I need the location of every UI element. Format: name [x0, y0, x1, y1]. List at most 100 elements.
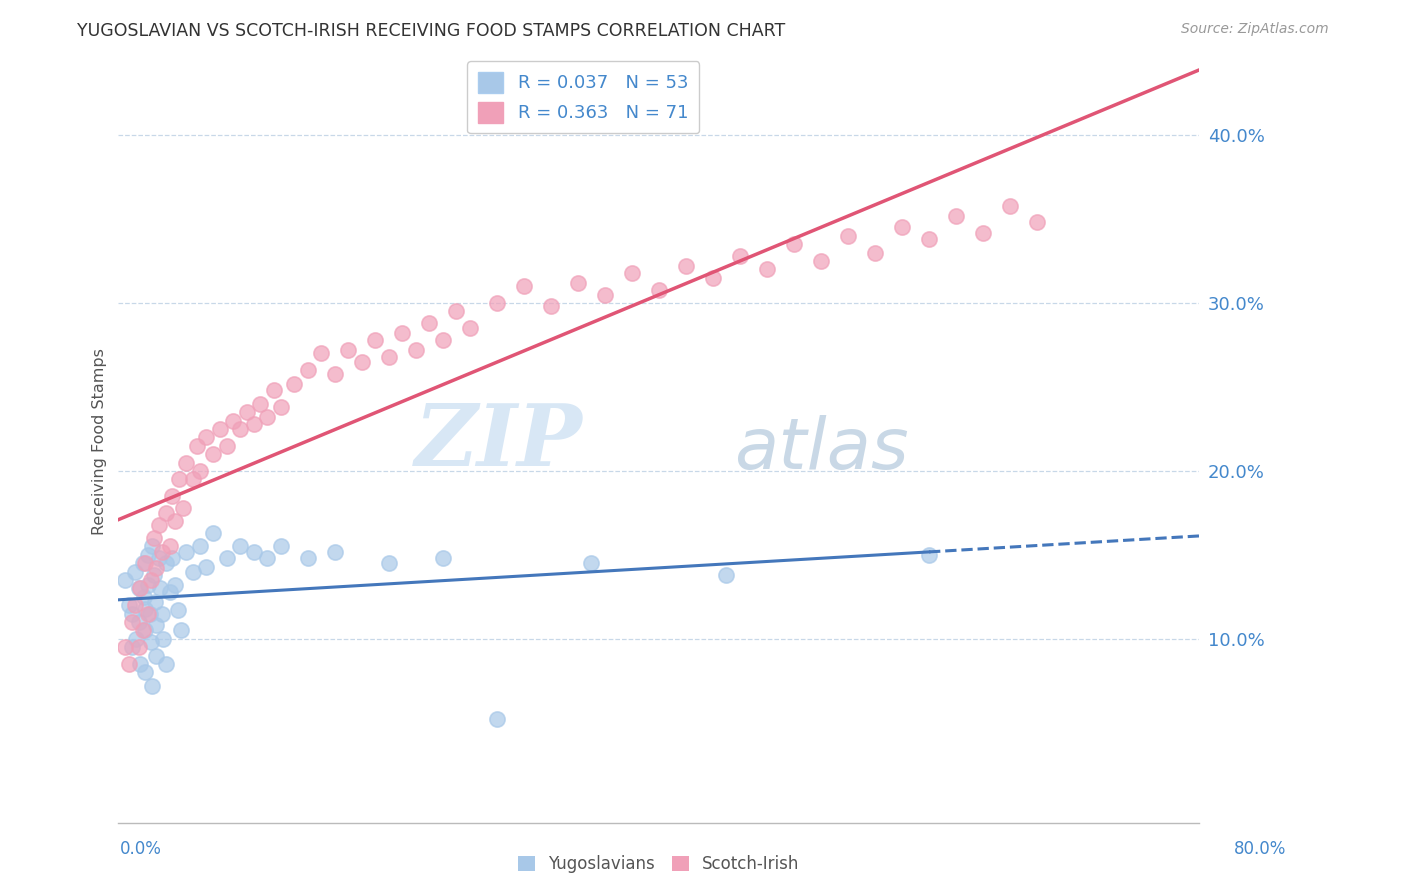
- Point: [513, 279, 536, 293]
- Point: [263, 384, 285, 398]
- Point: [152, 632, 174, 646]
- Point: [249, 397, 271, 411]
- Point: [121, 640, 143, 655]
- Point: [215, 439, 238, 453]
- Point: [128, 615, 150, 629]
- Point: [222, 413, 245, 427]
- Point: [215, 551, 238, 566]
- Point: [141, 540, 163, 554]
- Point: [432, 551, 454, 566]
- Point: [186, 439, 208, 453]
- Point: [145, 561, 167, 575]
- Point: [783, 237, 806, 252]
- Point: [620, 266, 643, 280]
- Point: [540, 299, 562, 313]
- Point: [391, 326, 413, 341]
- Point: [593, 287, 616, 301]
- Point: [172, 500, 194, 515]
- Point: [159, 540, 181, 554]
- Point: [891, 220, 914, 235]
- Point: [125, 632, 148, 646]
- Point: [174, 544, 197, 558]
- Point: [149, 582, 172, 596]
- Text: ZIP: ZIP: [415, 400, 583, 483]
- Point: [810, 254, 832, 268]
- Text: atlas: atlas: [734, 415, 910, 483]
- Point: [444, 304, 467, 318]
- Point: [309, 346, 332, 360]
- Point: [143, 595, 166, 609]
- Point: [458, 321, 481, 335]
- Point: [124, 599, 146, 613]
- Point: [169, 624, 191, 638]
- Point: [432, 333, 454, 347]
- Text: Source: ZipAtlas.com: Source: ZipAtlas.com: [1181, 22, 1329, 37]
- Point: [145, 618, 167, 632]
- Point: [129, 657, 152, 671]
- Point: [148, 517, 170, 532]
- Point: [181, 472, 204, 486]
- Point: [148, 551, 170, 566]
- Point: [1026, 215, 1049, 229]
- Point: [114, 640, 136, 655]
- Point: [155, 506, 177, 520]
- Point: [405, 343, 427, 357]
- Point: [138, 607, 160, 621]
- Point: [202, 447, 225, 461]
- Point: [165, 578, 187, 592]
- Point: [337, 343, 360, 357]
- Point: [134, 556, 156, 570]
- Point: [918, 548, 941, 562]
- Point: [229, 540, 252, 554]
- Y-axis label: Receiving Food Stamps: Receiving Food Stamps: [93, 348, 107, 535]
- Point: [728, 249, 751, 263]
- Point: [485, 296, 508, 310]
- Point: [283, 376, 305, 391]
- Point: [195, 430, 218, 444]
- Point: [124, 565, 146, 579]
- Point: [297, 551, 319, 566]
- Point: [208, 422, 231, 436]
- Point: [377, 556, 399, 570]
- Text: YUGOSLAVIAN VS SCOTCH-IRISH RECEIVING FOOD STAMPS CORRELATION CHART: YUGOSLAVIAN VS SCOTCH-IRISH RECEIVING FO…: [77, 22, 786, 40]
- Point: [128, 640, 150, 655]
- Point: [174, 456, 197, 470]
- Point: [145, 648, 167, 663]
- Point: [998, 199, 1021, 213]
- Point: [134, 601, 156, 615]
- Point: [129, 582, 152, 596]
- Point: [188, 464, 211, 478]
- Point: [132, 624, 155, 638]
- Point: [485, 712, 508, 726]
- Point: [150, 607, 173, 621]
- Point: [716, 568, 738, 582]
- Point: [142, 531, 165, 545]
- Legend: R = 0.037   N = 53, R = 0.363   N = 71: R = 0.037 N = 53, R = 0.363 N = 71: [467, 61, 699, 134]
- Point: [136, 607, 159, 621]
- Point: [150, 544, 173, 558]
- Text: 0.0%: 0.0%: [120, 840, 162, 858]
- Point: [114, 573, 136, 587]
- Point: [121, 615, 143, 629]
- Point: [136, 578, 159, 592]
- Point: [128, 582, 150, 596]
- Point: [242, 544, 264, 558]
- Point: [142, 568, 165, 582]
- Point: [167, 472, 190, 486]
- Point: [675, 259, 697, 273]
- Point: [229, 422, 252, 436]
- Point: [139, 573, 162, 587]
- Point: [648, 283, 671, 297]
- Point: [297, 363, 319, 377]
- Point: [945, 209, 967, 223]
- Point: [323, 367, 346, 381]
- Point: [165, 514, 187, 528]
- Point: [162, 551, 184, 566]
- Point: [350, 355, 373, 369]
- Point: [972, 226, 994, 240]
- Point: [118, 657, 141, 671]
- Point: [581, 556, 603, 570]
- Point: [256, 551, 278, 566]
- Point: [270, 540, 292, 554]
- Point: [702, 270, 724, 285]
